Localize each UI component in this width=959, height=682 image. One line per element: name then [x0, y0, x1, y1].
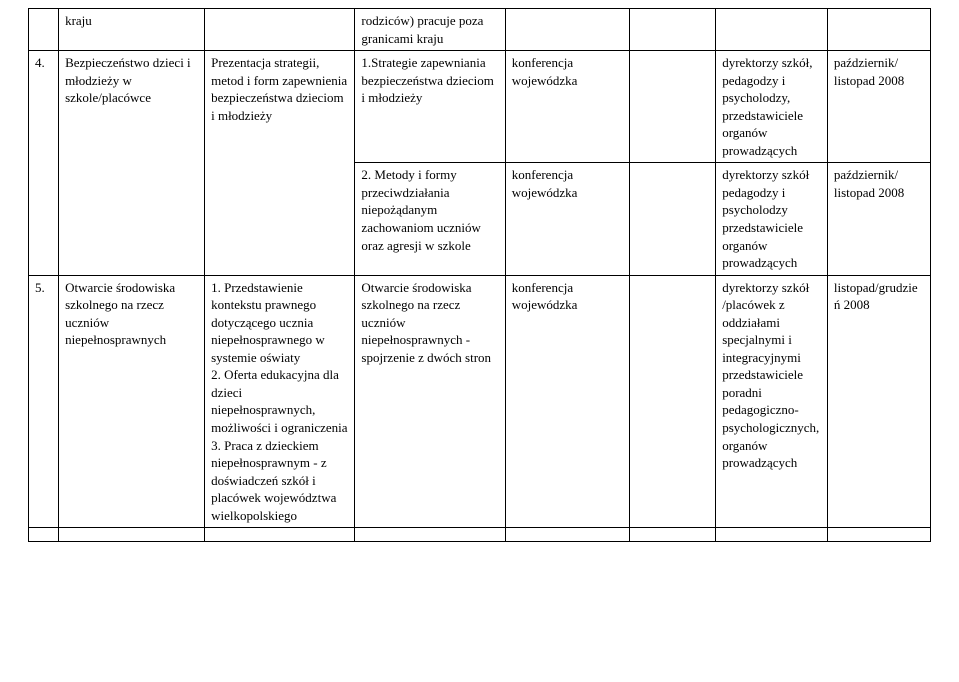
cell: [630, 9, 716, 51]
cell-num: [29, 528, 59, 542]
cell: Bezpieczeństwo dzieci i młodzieży w szko…: [59, 51, 205, 276]
table-row: 5. Otwarcie środowiska szkolnego na rzec…: [29, 275, 931, 528]
cell-num: [29, 9, 59, 51]
cell: [716, 528, 828, 542]
cell: [59, 528, 205, 542]
table-row: kraju rodziców) pracuje poza granicami k…: [29, 9, 931, 51]
cell: dyrektorzy szkół pedagodzy i psycholodzy…: [716, 163, 828, 275]
table-row: [29, 528, 931, 542]
cell: październik/ listopad 2008: [827, 51, 930, 163]
cell: konferencja wojewódzka: [505, 163, 630, 275]
cell: [205, 528, 355, 542]
cell: Prezentacja strategii, metod i form zape…: [205, 51, 355, 276]
cell: [630, 51, 716, 163]
cell: 1.Strategie zapewniania bezpieczeństwa d…: [355, 51, 505, 163]
cell: 2. Metody i formy przeciwdziałania niepo…: [355, 163, 505, 275]
cell: [630, 528, 716, 542]
cell: [505, 9, 630, 51]
data-table: kraju rodziców) pracuje poza granicami k…: [28, 8, 931, 542]
cell: Otwarcie środowiska szkolnego na rzecz u…: [355, 275, 505, 528]
page: kraju rodziców) pracuje poza granicami k…: [0, 0, 959, 682]
cell: [827, 528, 930, 542]
cell-num: 4.: [29, 51, 59, 276]
cell-num: 5.: [29, 275, 59, 528]
cell: rodziców) pracuje poza granicami kraju: [355, 9, 505, 51]
cell: kraju: [59, 9, 205, 51]
cell: [630, 163, 716, 275]
cell: Otwarcie środowiska szkolnego na rzecz u…: [59, 275, 205, 528]
cell: listopad/grudzień 2008: [827, 275, 930, 528]
cell: październik/ listopad 2008: [827, 163, 930, 275]
table-row: 4. Bezpieczeństwo dzieci i młodzieży w s…: [29, 51, 931, 163]
cell: [716, 9, 828, 51]
cell: [505, 528, 630, 542]
cell: konferencja wojewódzka: [505, 275, 630, 528]
cell: 1. Przedstawienie kontekstu prawnego dot…: [205, 275, 355, 528]
cell: [355, 528, 505, 542]
cell: dyrektorzy szkół, pedagodzy i psycholodz…: [716, 51, 828, 163]
cell: konferencja wojewódzka: [505, 51, 630, 163]
cell: [630, 275, 716, 528]
cell: [205, 9, 355, 51]
cell: dyrektorzy szkół /placówek z oddziałami …: [716, 275, 828, 528]
cell: [827, 9, 930, 51]
